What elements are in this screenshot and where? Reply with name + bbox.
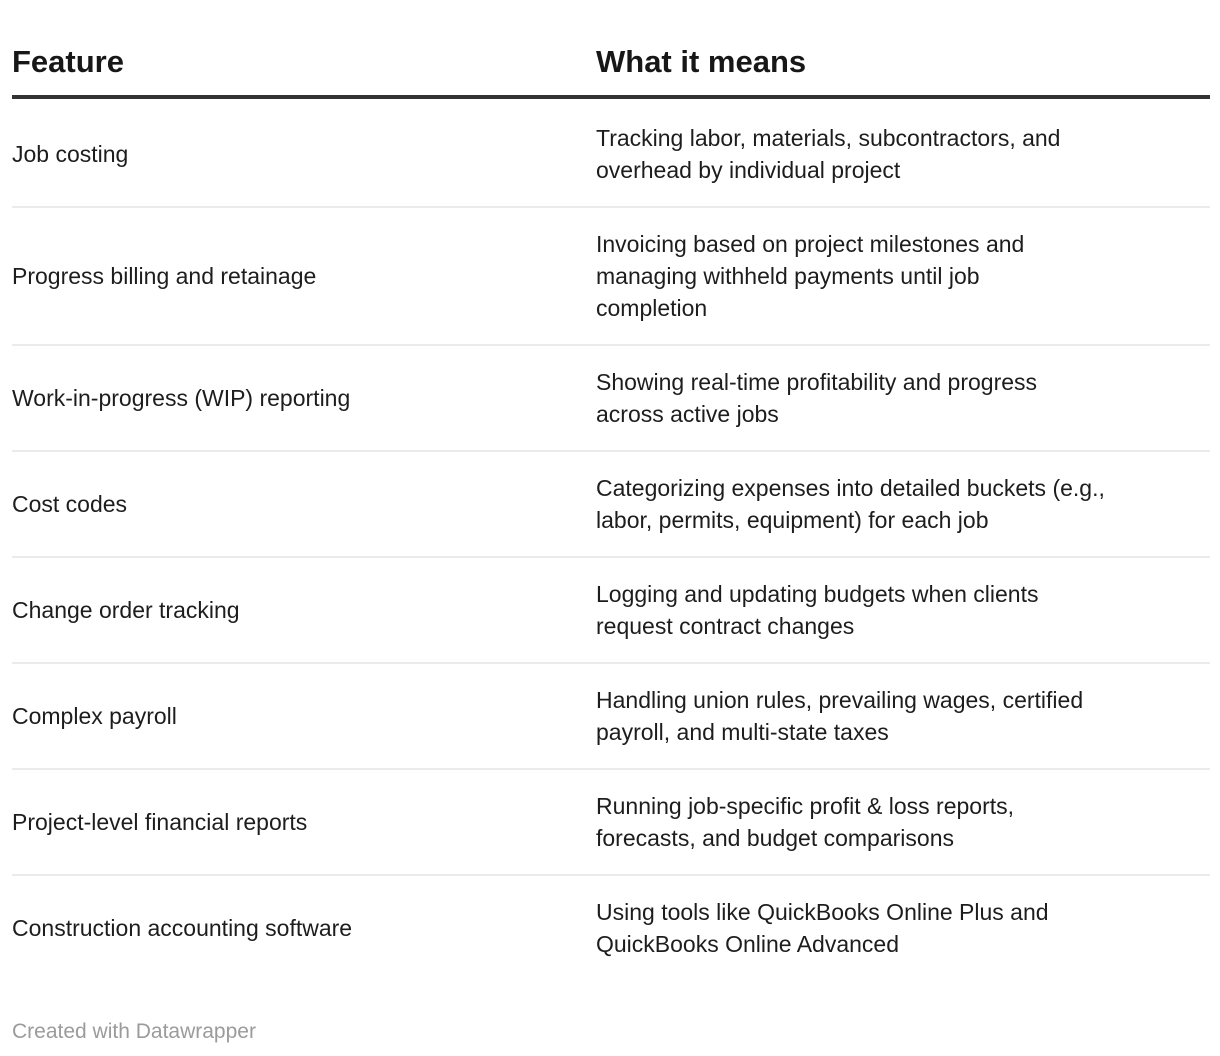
header-row: Feature What it means xyxy=(12,44,1210,97)
description-cell: Categorizing expenses into detailed buck… xyxy=(596,475,1105,533)
feature-table: Feature What it means Job costing Tracki… xyxy=(12,44,1210,980)
meaning-column-header: What it means xyxy=(596,44,807,79)
feature-cell: Progress billing and retainage xyxy=(12,263,317,289)
table-body: Job costing Tracking labor, materials, s… xyxy=(12,97,1210,980)
feature-cell: Work-in-progress (WIP) reporting xyxy=(12,385,351,411)
table-row: Change order tracking Logging and updati… xyxy=(12,557,1210,663)
table-row: Project-level financial reports Running … xyxy=(12,769,1210,875)
feature-cell: Project-level financial reports xyxy=(12,809,308,835)
datawrapper-credit[interactable]: Created with Datawrapper xyxy=(12,1020,256,1043)
description-cell: Using tools like QuickBooks Online Plus … xyxy=(596,899,1049,957)
description-cell: Showing real-time profitability and prog… xyxy=(596,369,1038,427)
description-cell: Handling union rules, prevailing wages, … xyxy=(596,687,1084,745)
feature-cell: Job costing xyxy=(12,141,129,167)
feature-cell: Cost codes xyxy=(12,491,128,517)
feature-column-header: Feature xyxy=(12,44,124,79)
table-row: Cost codes Categorizing expenses into de… xyxy=(12,451,1210,557)
table-row: Job costing Tracking labor, materials, s… xyxy=(12,97,1210,207)
feature-cell: Construction accounting software xyxy=(12,915,353,941)
description-cell: Logging and updating budgets when client… xyxy=(596,581,1039,639)
feature-cell: Complex payroll xyxy=(12,703,177,729)
description-cell: Tracking labor, materials, subcontractor… xyxy=(596,125,1061,183)
table-row: Construction accounting software Using t… xyxy=(12,875,1210,980)
table-row: Complex payroll Handling union rules, pr… xyxy=(12,663,1210,769)
feature-cell: Change order tracking xyxy=(12,597,240,623)
description-cell: Running job-specific profit & loss repor… xyxy=(596,793,1015,851)
table-row: Work-in-progress (WIP) reporting Showing… xyxy=(12,345,1210,451)
table-row: Progress billing and retainage Invoicing… xyxy=(12,207,1210,345)
description-cell: Invoicing based on project milestones an… xyxy=(596,231,1025,321)
